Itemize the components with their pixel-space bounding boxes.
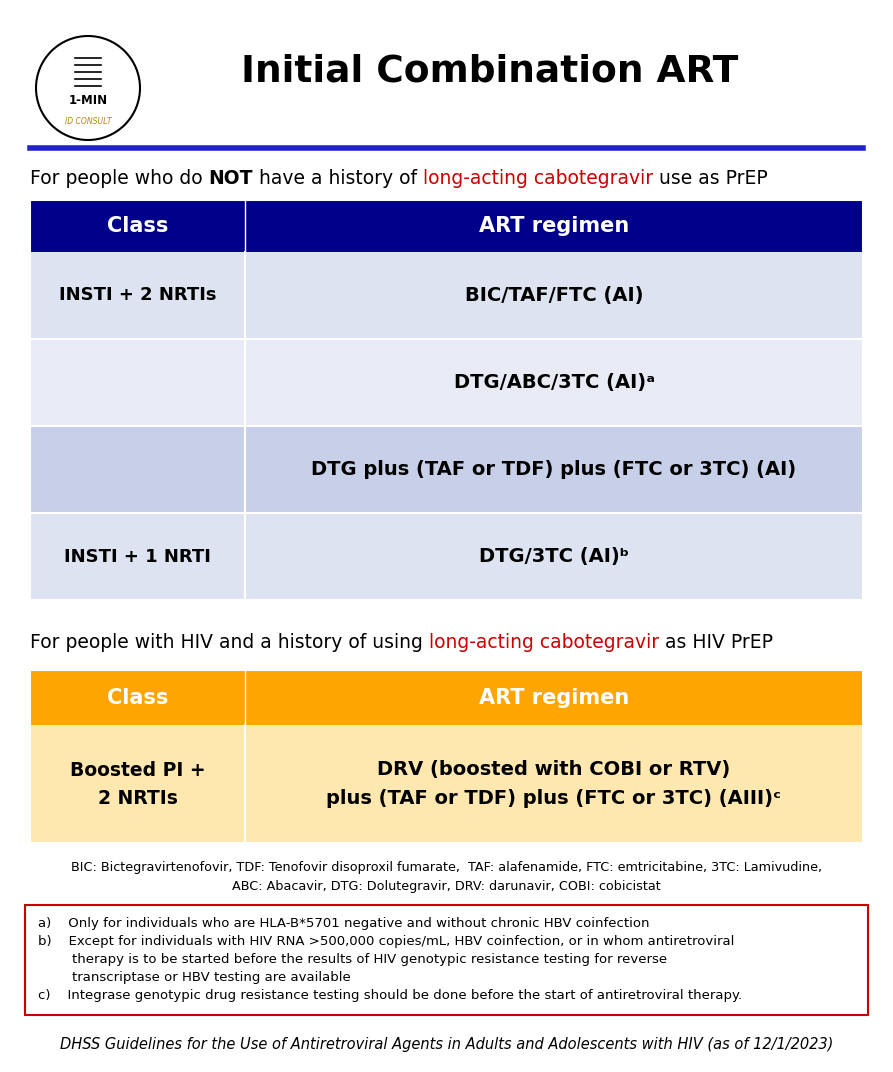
Text: a)    Only for individuals who are HLA-B*5701 negative and without chronic HBV c: a) Only for individuals who are HLA-B*57… — [38, 917, 649, 930]
Text: DRV (boosted with COBI or RTV)
plus (TAF or TDF) plus (FTC or 3TC) (AIII)ᶜ: DRV (boosted with COBI or RTV) plus (TAF… — [327, 760, 781, 807]
Bar — [30, 200, 863, 252]
Text: For people with HIV and a history of using: For people with HIV and a history of usi… — [30, 632, 429, 652]
Text: ID CONSULT: ID CONSULT — [65, 118, 112, 126]
Text: DHSS Guidelines for the Use of Antiretroviral Agents in Adults and Adolescents w: DHSS Guidelines for the Use of Antiretro… — [60, 1037, 833, 1052]
Text: have a history of: have a history of — [253, 168, 423, 188]
Bar — [30, 670, 863, 725]
Text: b)    Except for individuals with HIV RNA >500,000 copies/mL, HBV coinfection, o: b) Except for individuals with HIV RNA >… — [38, 935, 734, 948]
Text: c)    Integrase genotypic drug resistance testing should be done before the star: c) Integrase genotypic drug resistance t… — [38, 989, 742, 1002]
Text: therapy is to be started before the results of HIV genotypic resistance testing : therapy is to be started before the resu… — [38, 953, 667, 966]
Text: Initial Combination ART: Initial Combination ART — [241, 54, 739, 90]
Bar — [25, 905, 868, 1015]
Text: Class: Class — [107, 215, 168, 236]
Text: Class: Class — [107, 687, 168, 708]
Text: INSTI + 1 NRTI: INSTI + 1 NRTI — [64, 548, 211, 566]
Text: NOT: NOT — [209, 168, 253, 188]
Text: Boosted PI +
2 NRTIs: Boosted PI + 2 NRTIs — [70, 760, 205, 807]
Bar — [30, 339, 863, 426]
Text: ABC: Abacavir, DTG: Dolutegravir, DRV: darunavir, COBI: cobicistat: ABC: Abacavir, DTG: Dolutegravir, DRV: d… — [232, 880, 661, 893]
Text: ART regimen: ART regimen — [479, 215, 630, 236]
Circle shape — [36, 36, 140, 140]
Bar — [30, 200, 863, 600]
Text: as HIV PrEP: as HIV PrEP — [659, 632, 773, 652]
Text: long-acting cabotegravir: long-acting cabotegravir — [429, 632, 659, 652]
Text: DTG/3TC (AI)ᵇ: DTG/3TC (AI)ᵇ — [479, 547, 629, 566]
Text: DTG plus (TAF or TDF) plus (FTC or 3TC) (AI): DTG plus (TAF or TDF) plus (FTC or 3TC) … — [312, 460, 797, 479]
Text: long-acting cabotegravir: long-acting cabotegravir — [423, 168, 654, 188]
Bar — [30, 426, 863, 513]
Text: BIC: Bictegravirtenofovir, TDF: Tenofovir disoproxil fumarate,  TAF: alafenamide: BIC: Bictegravirtenofovir, TDF: Tenofovi… — [71, 861, 822, 874]
Bar — [30, 670, 863, 843]
Bar — [30, 725, 863, 843]
Bar — [30, 513, 863, 600]
Text: ART regimen: ART regimen — [479, 687, 630, 708]
Text: DTG/ABC/3TC (AI)ᵃ: DTG/ABC/3TC (AI)ᵃ — [454, 373, 655, 392]
Text: 1-MIN: 1-MIN — [69, 93, 107, 106]
Text: INSTI + 2 NRTIs: INSTI + 2 NRTIs — [59, 286, 216, 304]
Bar — [30, 252, 863, 339]
Text: BIC/TAF/FTC (AI): BIC/TAF/FTC (AI) — [464, 286, 643, 306]
Text: use as PrEP: use as PrEP — [654, 168, 768, 188]
Text: For people who do: For people who do — [30, 168, 209, 188]
Text: transcriptase or HBV testing are available: transcriptase or HBV testing are availab… — [38, 971, 351, 984]
